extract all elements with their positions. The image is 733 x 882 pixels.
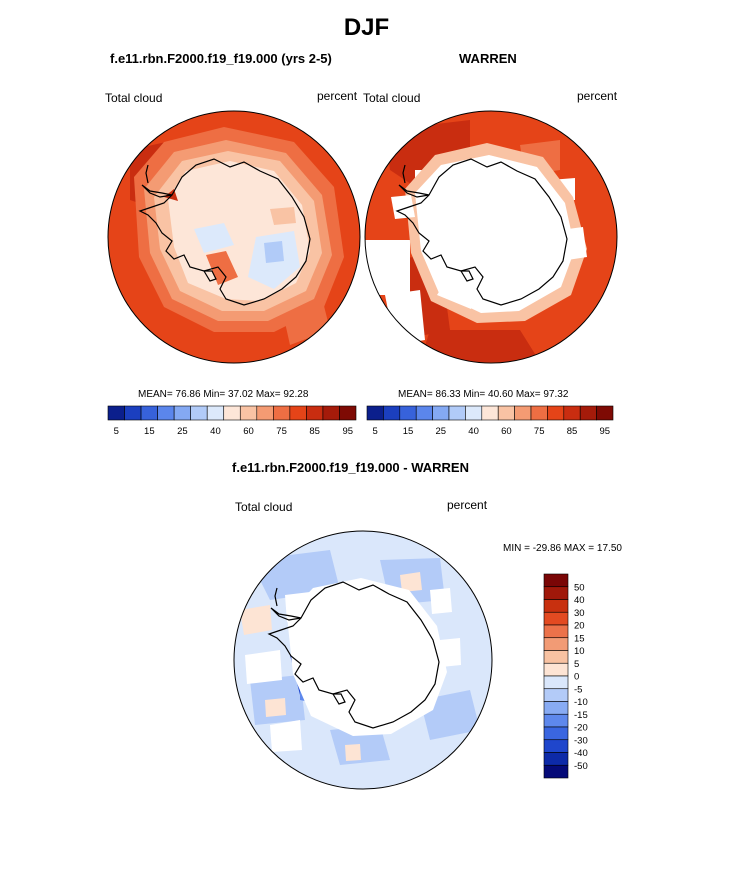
- diff-stats: MIN = -29.86 MAX = 17.50: [503, 543, 622, 554]
- difference-colorbar-tick-label: 5: [574, 659, 579, 670]
- difference-colorbar-swatch: [543, 662, 569, 677]
- difference-map: [233, 530, 493, 790]
- page-title: DJF: [343, 14, 390, 41]
- right-panel-title: WARREN: [459, 51, 517, 66]
- difference-colorbar-swatch: [543, 752, 569, 766]
- left-colorbar-swatch: [124, 405, 142, 421]
- difference-colorbar-tick-label: -20: [574, 723, 588, 734]
- difference-colorbar-swatch: [543, 573, 569, 588]
- right-colorbar-swatch: [383, 405, 401, 421]
- left-colorbar-swatch: [190, 405, 208, 421]
- difference-colorbar-swatch: [543, 599, 569, 613]
- left-colorbar: 5 15 25 40 60 75 85 95: [107, 405, 357, 437]
- right-stats: MEAN= 86.33 Min= 40.60 Max= 97.32: [398, 389, 569, 400]
- left-units-label: percent: [317, 89, 358, 103]
- difference-colorbar-tick-label: 15: [574, 633, 585, 644]
- right-map: [364, 110, 618, 364]
- difference-colorbar-swatch: [543, 611, 569, 626]
- left-variable-label: Total cloud: [105, 91, 163, 105]
- left-colorbar-swatch: [339, 405, 357, 421]
- difference-colorbar-tick-label: -10: [574, 697, 588, 708]
- right-colorbar-tick-label: 15: [403, 426, 414, 437]
- left-colorbar-tick-label: 85: [309, 426, 320, 437]
- left-colorbar-tick-label: 40: [210, 426, 221, 437]
- difference-colorbar-tick-label: -15: [574, 710, 588, 721]
- right-colorbar-tick-label: 85: [567, 426, 578, 437]
- right-colorbar-tick-label: 75: [534, 426, 545, 437]
- right-units-label: percent: [577, 89, 618, 103]
- right-colorbar-tick-label: 60: [501, 426, 512, 437]
- right-colorbar-tick-label: 25: [436, 426, 447, 437]
- right-colorbar-swatch: [514, 405, 532, 421]
- left-colorbar-swatch: [223, 405, 241, 421]
- difference-colorbar-tick-label: 50: [574, 582, 585, 593]
- left-colorbar-tick-label: 60: [243, 426, 254, 437]
- left-stats: MEAN= 76.86 Min= 37.02 Max= 92.28: [138, 389, 309, 400]
- right-colorbar-swatch: [563, 405, 581, 421]
- right-colorbar-tick-label: 40: [468, 426, 479, 437]
- difference-colorbar-swatch: [543, 713, 569, 728]
- difference-colorbar-swatch: [543, 624, 569, 639]
- difference-colorbar-tick-label: 40: [574, 595, 585, 606]
- difference-colorbar-tick-label: -40: [574, 748, 588, 759]
- difference-colorbar-tick-label: 10: [574, 646, 585, 657]
- left-panel-title: f.e11.rbn.F2000.f19_f19.000 (yrs 2-5): [110, 51, 332, 66]
- left-colorbar-swatch: [322, 405, 340, 421]
- right-colorbar-tick-label: 5: [373, 426, 378, 437]
- right-colorbar-swatch: [497, 405, 515, 421]
- right-colorbar-swatch: [448, 405, 466, 421]
- left-colorbar-tick-label: 95: [342, 426, 353, 437]
- left-colorbar-tick-label: 5: [114, 426, 119, 437]
- difference-colorbar-swatch: [543, 586, 569, 600]
- right-colorbar-swatch: [465, 405, 483, 421]
- right-colorbar-swatch: [481, 405, 499, 421]
- left-colorbar-tick-label: 75: [276, 426, 287, 437]
- difference-colorbar-tick-label: -50: [574, 761, 588, 772]
- left-colorbar-tick-label: 15: [144, 426, 155, 437]
- right-variable-label: Total cloud: [363, 91, 421, 105]
- right-colorbar-swatch: [366, 405, 384, 421]
- right-colorbar-swatch: [432, 405, 450, 421]
- difference-colorbar-tick-label: -5: [574, 684, 582, 695]
- left-colorbar-swatch: [173, 405, 191, 421]
- left-colorbar-swatch: [289, 405, 307, 421]
- diff-variable-label: Total cloud: [235, 500, 293, 514]
- difference-colorbar-swatch: [543, 739, 569, 753]
- difference-colorbar-swatch: [543, 726, 569, 741]
- right-colorbar-swatch: [530, 405, 548, 421]
- difference-colorbar-swatch: [543, 675, 569, 690]
- left-colorbar-swatch: [273, 405, 291, 421]
- difference-colorbar-swatch: [543, 688, 569, 702]
- right-colorbar-swatch: [399, 405, 417, 421]
- right-colorbar-swatch: [596, 405, 614, 421]
- left-colorbar-swatch: [239, 405, 258, 421]
- left-colorbar-swatch: [107, 405, 125, 421]
- left-colorbar-swatch: [140, 405, 158, 421]
- left-colorbar-swatch: [306, 405, 324, 421]
- left-colorbar-tick-label: 25: [177, 426, 188, 437]
- diff-units-label: percent: [447, 498, 488, 512]
- difference-colorbar-swatch: [543, 701, 569, 715]
- left-colorbar-swatch: [157, 405, 175, 421]
- right-colorbar-swatch: [579, 405, 597, 421]
- difference-colorbar-swatch: [543, 637, 569, 651]
- difference-colorbar-swatch: [543, 650, 569, 664]
- right-colorbar-swatch: [415, 405, 433, 421]
- diff-panel-title: f.e11.rbn.F2000.f19_f19.000 - WARREN: [232, 460, 469, 475]
- right-colorbar: 5 15 25 40 60 75 85 95: [366, 405, 614, 437]
- right-colorbar-swatch: [547, 405, 565, 421]
- difference-colorbar-tick-label: -30: [574, 735, 588, 746]
- difference-colorbar-tick-label: 20: [574, 621, 585, 632]
- left-colorbar-swatch: [256, 405, 274, 421]
- difference-colorbar-tick-label: 30: [574, 608, 585, 619]
- difference-colorbar-swatch: [543, 764, 569, 779]
- difference-colorbar-tick-label: 0: [574, 672, 579, 683]
- right-colorbar-tick-label: 95: [600, 426, 611, 437]
- left-map: [107, 110, 361, 364]
- left-colorbar-swatch: [206, 405, 225, 421]
